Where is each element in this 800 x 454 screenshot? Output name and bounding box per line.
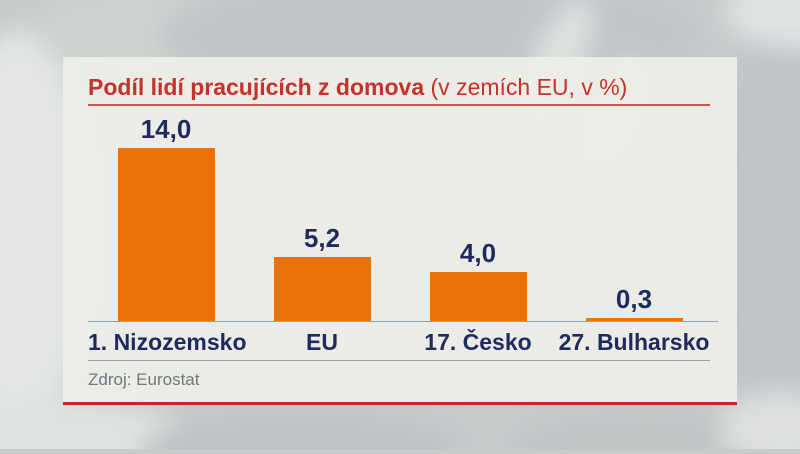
- bar-value-label: 14,0: [140, 114, 192, 144]
- chart-title-main: Podíl lidí pracujících z domova: [88, 74, 425, 100]
- footer-separator-line: [88, 360, 710, 361]
- source-label: Zdroj: Eurostat: [88, 370, 200, 389]
- bottom-accent-line: [63, 402, 737, 405]
- chart-card: Podíl lidí pracujících z domova (v zemíc…: [63, 57, 737, 405]
- category-label: 17. Česko: [424, 329, 532, 355]
- bar: [429, 272, 527, 322]
- bar-value-label: 4,0: [459, 238, 497, 268]
- category-labels-row: 1. Nizozemsko EU 17. Česko 27. Bulharsko: [88, 328, 712, 356]
- bar-value-label: 0,3: [615, 284, 653, 314]
- bar: [585, 318, 683, 322]
- category-label: EU: [306, 329, 338, 355]
- bar-column: 0,3: [556, 285, 712, 322]
- bar-plot-area: 14,0 5,2 4,0 0,3: [88, 57, 712, 322]
- bar-column: 5,2: [244, 224, 400, 322]
- bar-column: 4,0: [400, 239, 556, 322]
- category-label: 1. Nizozemsko: [88, 329, 247, 355]
- x-axis-line: [88, 321, 718, 322]
- chart-title: Podíl lidí pracujících z domova (v zemíc…: [88, 72, 718, 102]
- bar: [273, 257, 371, 322]
- bar: [117, 148, 215, 322]
- bar-value-label: 5,2: [303, 223, 341, 253]
- title-underline: [88, 104, 710, 106]
- category-label: 27. Bulharsko: [558, 329, 710, 355]
- chart-title-subtitle: (v zemích EU, v %): [424, 74, 628, 100]
- bar-column: 14,0: [88, 115, 244, 322]
